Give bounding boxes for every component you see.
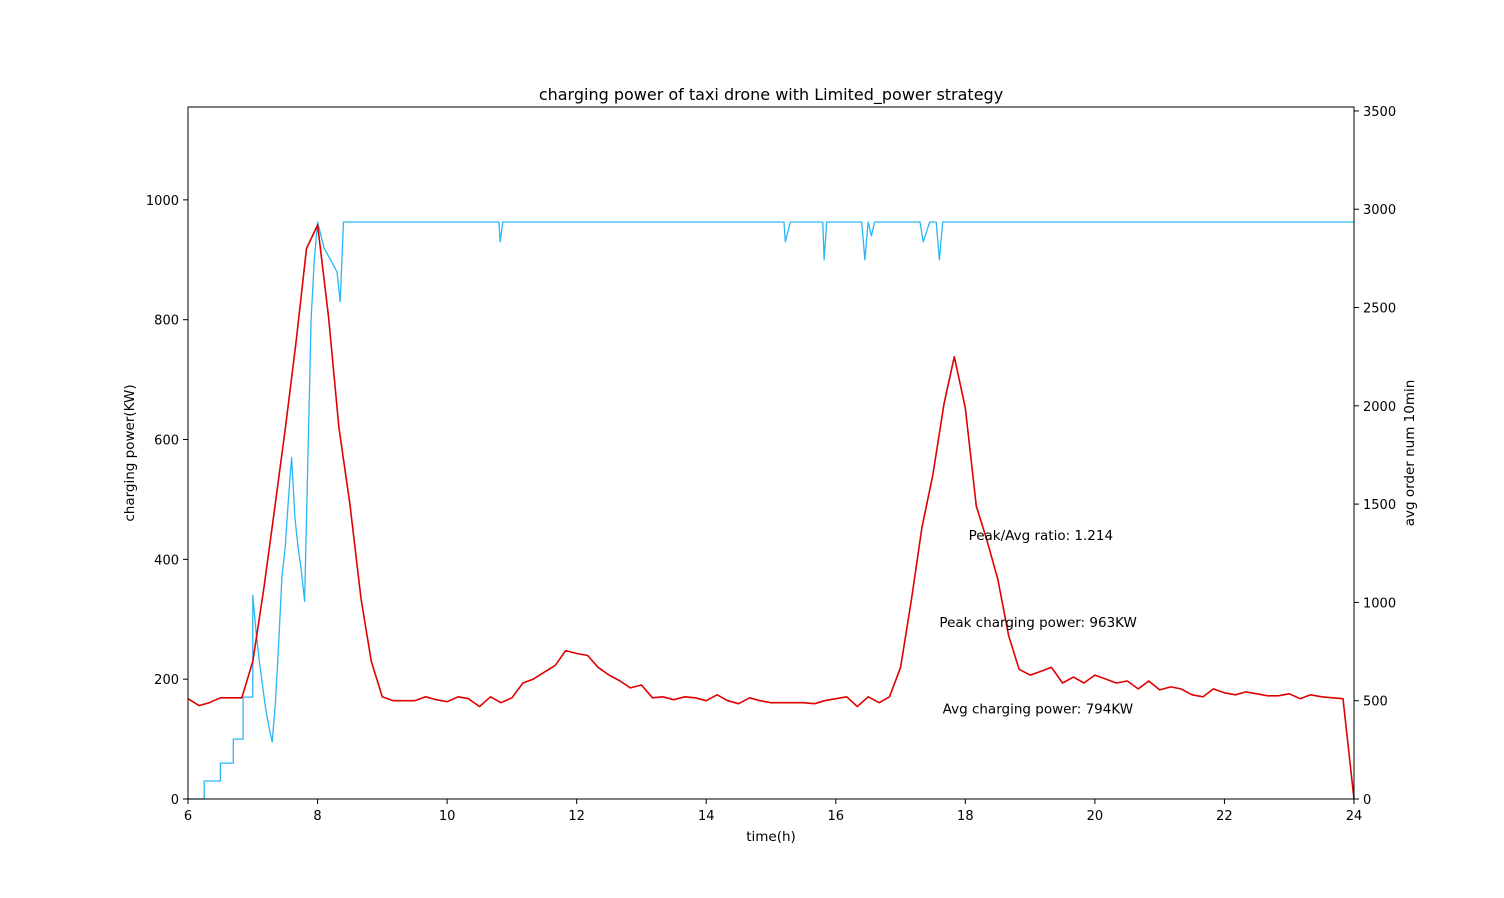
x-axis-label: time(h) [746, 829, 796, 845]
y-axis-label: charging power(KW) [122, 384, 138, 521]
annotation-text: Avg charging power: 794KW [943, 701, 1133, 717]
x-tick-label: 10 [439, 809, 456, 824]
y2-tick-label: 3000 [1363, 203, 1396, 218]
y-axis-right: 0 500 1000 1500 2000 2500 3000 3500 [1354, 105, 1396, 808]
chart-title: charging power of taxi drone with Limite… [539, 85, 1003, 105]
annotations: Peak/Avg ratio: 1.214 Peak charging power… [939, 528, 1136, 717]
x-tick-label: 18 [957, 809, 974, 824]
x-tick-label: 20 [1087, 809, 1104, 824]
y2-tick-label: 2000 [1363, 400, 1396, 415]
plot-frame [187, 106, 1355, 800]
y2-axis-label: avg order num 10min [1402, 380, 1418, 527]
x-tick-label: 8 [313, 809, 321, 824]
y-tick-label: 600 [154, 434, 179, 449]
y-tick-label: 200 [154, 673, 179, 688]
y2-tick-label: 2500 [1363, 302, 1396, 317]
x-tick-label: 14 [698, 809, 715, 824]
y-tick-label: 400 [154, 553, 179, 568]
x-tick-label: 22 [1216, 809, 1233, 824]
x-tick-label: 6 [184, 809, 192, 824]
x-tick-label: 12 [568, 809, 585, 824]
y2-tick-label: 3500 [1363, 105, 1396, 120]
y-tick-label: 1000 [146, 194, 179, 209]
y2-tick-label: 1000 [1363, 596, 1396, 611]
x-tick-label: 16 [828, 809, 845, 824]
series-line-2 [187, 224, 1355, 800]
annotation-text: Peak charging power: 963KW [939, 615, 1136, 631]
x-axis: 6 8 10 12 14 16 18 20 22 24 [184, 799, 1362, 824]
annotation-text: Peak/Avg ratio: 1.214 [969, 528, 1114, 544]
y2-tick-label: 0 [1363, 793, 1371, 808]
y-tick-label: 0 [171, 793, 179, 808]
y2-tick-label: 500 [1363, 695, 1388, 710]
series-layer [187, 221, 1355, 800]
y-axis-left: 0 200 400 600 800 1000 [146, 194, 188, 808]
x-tick-label: 24 [1346, 809, 1363, 824]
y2-tick-label: 1500 [1363, 498, 1396, 513]
y-tick-label: 800 [154, 314, 179, 329]
series-line-1 [188, 221, 1354, 800]
